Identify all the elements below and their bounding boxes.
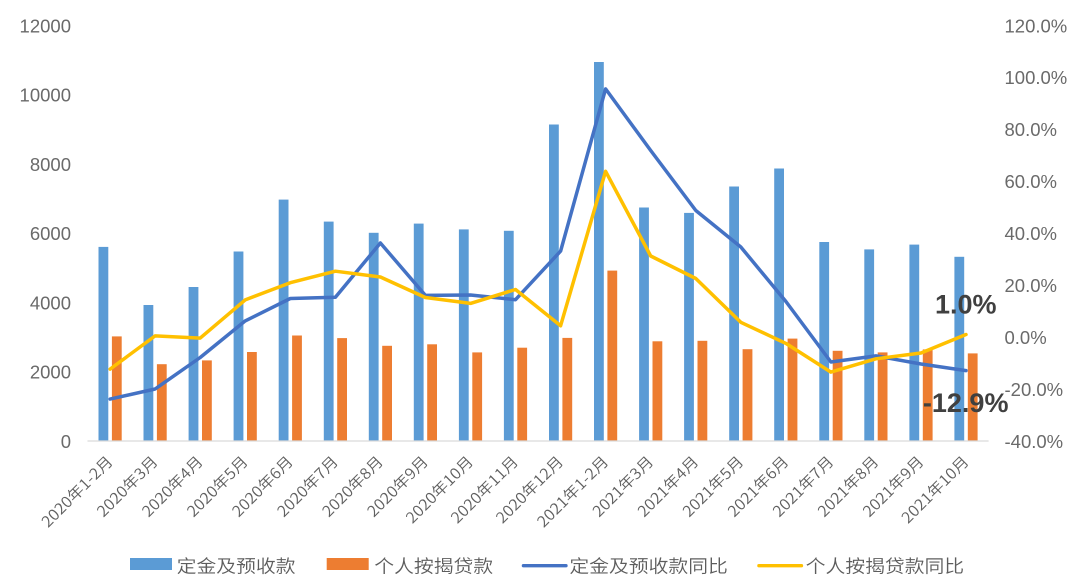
svg-text:0.0%: 0.0% — [1005, 327, 1047, 348]
svg-text:80.0%: 80.0% — [1005, 119, 1057, 140]
svg-text:10000: 10000 — [20, 85, 71, 106]
svg-text:2000: 2000 — [30, 362, 71, 383]
svg-text:20.0%: 20.0% — [1005, 275, 1057, 296]
svg-text:-20.0%: -20.0% — [1005, 379, 1064, 400]
svg-text:1.0%: 1.0% — [935, 290, 997, 320]
svg-text:-40.0%: -40.0% — [1005, 431, 1064, 452]
svg-text:4000: 4000 — [30, 292, 71, 313]
svg-text:0: 0 — [61, 431, 71, 452]
svg-text:6000: 6000 — [30, 223, 71, 244]
svg-text:120.0%: 120.0% — [1005, 15, 1068, 36]
svg-text:-12.9%: -12.9% — [923, 388, 1009, 418]
svg-text:60.0%: 60.0% — [1005, 171, 1057, 192]
svg-text:8000: 8000 — [30, 154, 71, 175]
svg-text:40.0%: 40.0% — [1005, 223, 1057, 244]
svg-text:12000: 12000 — [20, 15, 71, 36]
svg-text:100.0%: 100.0% — [1005, 67, 1068, 88]
